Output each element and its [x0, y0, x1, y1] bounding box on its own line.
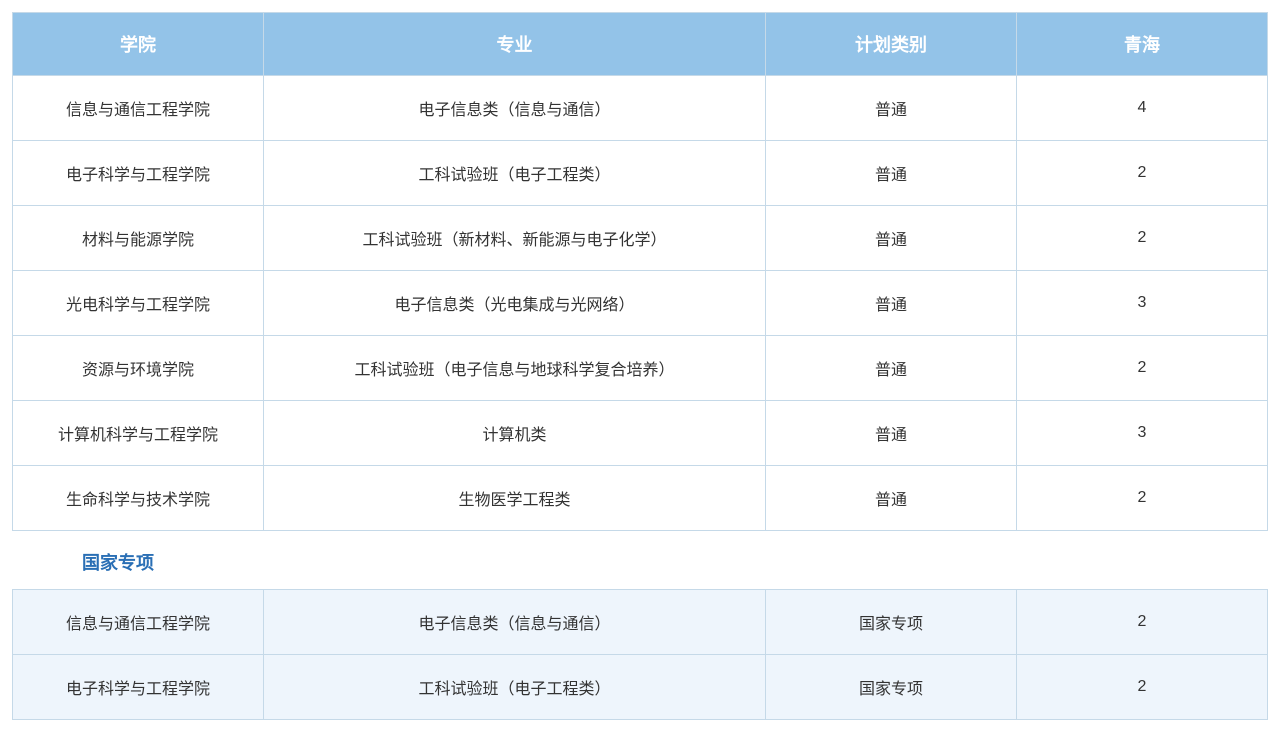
cell-plan-type: 国家专项: [766, 655, 1017, 720]
table-row: 生命科学与技术学院 生物医学工程类 普通 2: [13, 466, 1268, 531]
cell-plan-type: 普通: [766, 141, 1017, 206]
cell-major: 电子信息类（光电集成与光网络）: [264, 271, 766, 336]
cell-qinghai: 2: [1017, 336, 1268, 401]
col-header-college: 学院: [13, 13, 264, 76]
cell-major: 计算机类: [264, 401, 766, 466]
cell-plan-type: 普通: [766, 336, 1017, 401]
cell-qinghai: 2: [1017, 206, 1268, 271]
admissions-table: 学院 专业 计划类别 青海 信息与通信工程学院 电子信息类（信息与通信） 普通 …: [12, 12, 1268, 531]
table-row: 光电科学与工程学院 电子信息类（光电集成与光网络） 普通 3: [13, 271, 1268, 336]
cell-college: 计算机科学与工程学院: [13, 401, 264, 466]
cell-qinghai: 2: [1017, 655, 1268, 720]
cell-qinghai: 2: [1017, 590, 1268, 655]
cell-qinghai: 2: [1017, 466, 1268, 531]
cell-major: 工科试验班（新材料、新能源与电子化学）: [264, 206, 766, 271]
table-row: 计算机科学与工程学院 计算机类 普通 3: [13, 401, 1268, 466]
cell-college: 资源与环境学院: [13, 336, 264, 401]
cell-college: 材料与能源学院: [13, 206, 264, 271]
cell-college: 信息与通信工程学院: [13, 590, 264, 655]
cell-college: 光电科学与工程学院: [13, 271, 264, 336]
table-row: 电子科学与工程学院 工科试验班（电子工程类） 普通 2: [13, 141, 1268, 206]
section-label-national-special: 国家专项: [12, 531, 1268, 589]
table-body-national-special: 信息与通信工程学院 电子信息类（信息与通信） 国家专项 2 电子科学与工程学院 …: [13, 590, 1268, 720]
cell-college: 电子科学与工程学院: [13, 141, 264, 206]
col-header-major: 专业: [264, 13, 766, 76]
table-row: 资源与环境学院 工科试验班（电子信息与地球科学复合培养） 普通 2: [13, 336, 1268, 401]
cell-qinghai: 4: [1017, 76, 1268, 141]
cell-qinghai: 2: [1017, 141, 1268, 206]
cell-major: 电子信息类（信息与通信）: [264, 76, 766, 141]
cell-major: 工科试验班（电子信息与地球科学复合培养）: [264, 336, 766, 401]
table-row: 电子科学与工程学院 工科试验班（电子工程类） 国家专项 2: [13, 655, 1268, 720]
table-header: 学院 专业 计划类别 青海: [13, 13, 1268, 76]
admissions-table-national-special: 信息与通信工程学院 电子信息类（信息与通信） 国家专项 2 电子科学与工程学院 …: [12, 589, 1268, 720]
cell-major: 工科试验班（电子工程类）: [264, 141, 766, 206]
table-body-main: 信息与通信工程学院 电子信息类（信息与通信） 普通 4 电子科学与工程学院 工科…: [13, 76, 1268, 531]
table-row: 信息与通信工程学院 电子信息类（信息与通信） 普通 4: [13, 76, 1268, 141]
cell-major: 工科试验班（电子工程类）: [264, 655, 766, 720]
cell-plan-type: 普通: [766, 206, 1017, 271]
cell-plan-type: 普通: [766, 466, 1017, 531]
cell-major: 电子信息类（信息与通信）: [264, 590, 766, 655]
table-row: 信息与通信工程学院 电子信息类（信息与通信） 国家专项 2: [13, 590, 1268, 655]
col-header-plan-type: 计划类别: [766, 13, 1017, 76]
cell-plan-type: 普通: [766, 401, 1017, 466]
cell-plan-type: 普通: [766, 76, 1017, 141]
table-row: 材料与能源学院 工科试验班（新材料、新能源与电子化学） 普通 2: [13, 206, 1268, 271]
cell-college: 信息与通信工程学院: [13, 76, 264, 141]
cell-plan-type: 国家专项: [766, 590, 1017, 655]
cell-major: 生物医学工程类: [264, 466, 766, 531]
cell-qinghai: 3: [1017, 271, 1268, 336]
cell-plan-type: 普通: [766, 271, 1017, 336]
col-header-qinghai: 青海: [1017, 13, 1268, 76]
cell-qinghai: 3: [1017, 401, 1268, 466]
cell-college: 生命科学与技术学院: [13, 466, 264, 531]
cell-college: 电子科学与工程学院: [13, 655, 264, 720]
